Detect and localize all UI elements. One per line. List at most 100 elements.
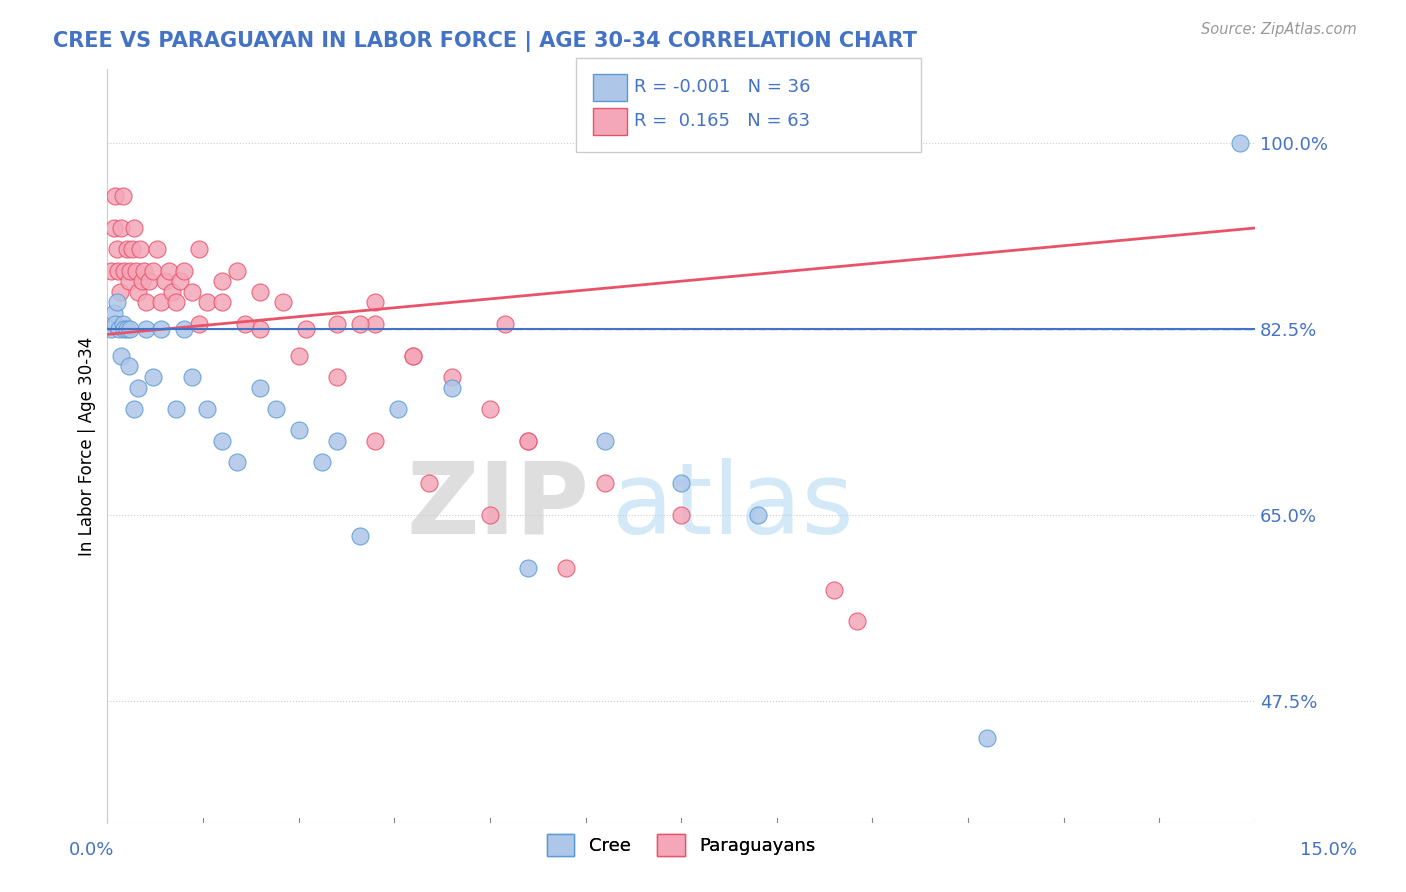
Point bbox=[249, 380, 271, 394]
Point bbox=[105, 242, 128, 256]
Point bbox=[103, 306, 125, 320]
Point bbox=[195, 401, 218, 416]
Legend: Cree, Paraguayans: Cree, Paraguayans bbox=[540, 827, 823, 863]
Point bbox=[747, 508, 769, 522]
Point bbox=[162, 285, 184, 299]
Point bbox=[249, 285, 271, 299]
Point bbox=[135, 322, 157, 336]
Point bbox=[195, 295, 218, 310]
Point bbox=[311, 455, 333, 469]
Point bbox=[326, 434, 349, 448]
Point bbox=[157, 263, 180, 277]
Point bbox=[111, 189, 134, 203]
Point bbox=[127, 380, 149, 394]
Text: R =  0.165   N = 63: R = 0.165 N = 63 bbox=[634, 112, 810, 130]
Point bbox=[188, 242, 211, 256]
Point bbox=[115, 322, 138, 336]
Point bbox=[976, 731, 998, 746]
Point bbox=[108, 322, 131, 336]
Point bbox=[107, 263, 129, 277]
Point bbox=[104, 317, 127, 331]
Point bbox=[121, 242, 143, 256]
Text: 0.0%: 0.0% bbox=[69, 840, 114, 858]
Point bbox=[349, 317, 371, 331]
Point bbox=[138, 274, 160, 288]
Point bbox=[478, 401, 501, 416]
Point bbox=[211, 434, 233, 448]
Point bbox=[165, 401, 187, 416]
Point bbox=[153, 274, 176, 288]
Point bbox=[110, 221, 132, 235]
Point bbox=[122, 401, 145, 416]
Point bbox=[132, 263, 155, 277]
Point bbox=[211, 295, 233, 310]
Text: ZIP: ZIP bbox=[406, 458, 589, 555]
Point bbox=[118, 359, 141, 374]
Point bbox=[669, 508, 692, 522]
Point bbox=[287, 423, 309, 437]
Point bbox=[517, 434, 540, 448]
Y-axis label: In Labor Force | Age 30-34: In Labor Force | Age 30-34 bbox=[79, 336, 96, 556]
Point bbox=[326, 370, 349, 384]
Point bbox=[108, 285, 131, 299]
Point bbox=[402, 349, 425, 363]
Point bbox=[517, 561, 540, 575]
Point bbox=[823, 582, 845, 597]
Text: atlas: atlas bbox=[612, 458, 853, 555]
Point bbox=[165, 295, 187, 310]
Point bbox=[478, 508, 501, 522]
Point bbox=[249, 322, 271, 336]
Point bbox=[494, 317, 516, 331]
Point bbox=[105, 295, 128, 310]
Point bbox=[364, 434, 387, 448]
Point bbox=[1229, 136, 1251, 150]
Text: R = -0.001   N = 36: R = -0.001 N = 36 bbox=[634, 78, 811, 96]
Point bbox=[104, 189, 127, 203]
Point bbox=[180, 370, 202, 384]
Point bbox=[118, 274, 141, 288]
Point bbox=[128, 242, 150, 256]
Point bbox=[112, 322, 135, 336]
Point bbox=[110, 349, 132, 363]
Point bbox=[211, 274, 233, 288]
Point bbox=[135, 295, 157, 310]
Point bbox=[226, 263, 249, 277]
Point bbox=[418, 476, 440, 491]
Point bbox=[173, 263, 195, 277]
Point bbox=[846, 615, 869, 629]
Point bbox=[146, 242, 169, 256]
Point bbox=[295, 322, 318, 336]
Point bbox=[233, 317, 256, 331]
Point bbox=[364, 295, 387, 310]
Point bbox=[440, 370, 463, 384]
Point bbox=[122, 221, 145, 235]
Point bbox=[127, 285, 149, 299]
Point bbox=[517, 434, 540, 448]
Text: CREE VS PARAGUAYAN IN LABOR FORCE | AGE 30-34 CORRELATION CHART: CREE VS PARAGUAYAN IN LABOR FORCE | AGE … bbox=[53, 31, 918, 53]
Point bbox=[287, 349, 309, 363]
Point bbox=[120, 263, 142, 277]
Point bbox=[125, 263, 148, 277]
Point bbox=[100, 263, 122, 277]
Point bbox=[402, 349, 425, 363]
Text: 15.0%: 15.0% bbox=[1301, 840, 1357, 858]
Point bbox=[226, 455, 249, 469]
Point bbox=[555, 561, 578, 575]
Point bbox=[593, 476, 616, 491]
Point bbox=[112, 263, 135, 277]
Point bbox=[115, 242, 138, 256]
Point bbox=[149, 322, 172, 336]
Point bbox=[440, 380, 463, 394]
Point bbox=[387, 401, 409, 416]
Point bbox=[149, 295, 172, 310]
Point bbox=[349, 529, 371, 543]
Point bbox=[593, 434, 616, 448]
Point bbox=[173, 322, 195, 336]
Point bbox=[111, 317, 134, 331]
Point bbox=[180, 285, 202, 299]
Text: Source: ZipAtlas.com: Source: ZipAtlas.com bbox=[1201, 22, 1357, 37]
Point bbox=[103, 221, 125, 235]
Point bbox=[188, 317, 211, 331]
Point bbox=[364, 317, 387, 331]
Point bbox=[100, 322, 122, 336]
